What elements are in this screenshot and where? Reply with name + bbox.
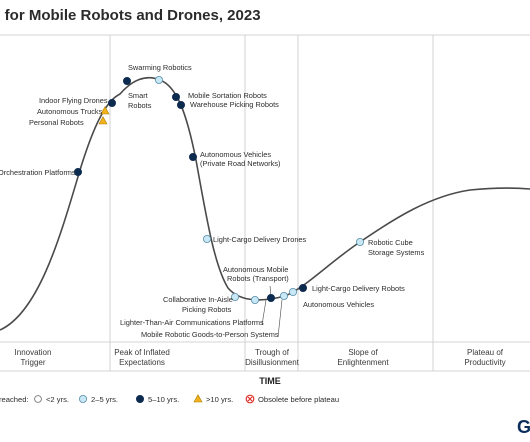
technology-marker xyxy=(171,93,180,102)
technology-label: Collaborative In-Aisle xyxy=(163,295,233,304)
legend-prefix: reached: xyxy=(0,395,29,404)
technology-marker xyxy=(176,101,185,110)
technology-label: Light-Cargo Delivery Robots xyxy=(312,284,405,293)
technology-marker xyxy=(123,77,132,86)
technology-label-line2: Robots (Transport) xyxy=(227,274,289,283)
phase-label: Peak of Inflated xyxy=(114,348,170,357)
legend-swatch xyxy=(193,394,203,403)
technology-label: Warehouse Picking Robots xyxy=(190,100,279,109)
technology-marker xyxy=(74,167,83,176)
technology-marker xyxy=(108,99,117,108)
technology-marker xyxy=(100,106,110,115)
technology-marker xyxy=(230,292,239,301)
technology-label: Orchestration Platforms xyxy=(0,168,76,177)
technology-marker xyxy=(188,152,197,161)
technology-label: Robotic Cube xyxy=(368,238,413,247)
x-axis-label: TIME xyxy=(259,376,281,386)
phase-label: Plateau of xyxy=(467,348,504,357)
legend-swatch xyxy=(135,394,144,403)
phase-label: Enlightenment xyxy=(337,358,389,367)
technology-label: Swarming Robotics xyxy=(128,63,192,72)
technology-marker xyxy=(202,234,211,243)
legend-swatch xyxy=(79,394,88,403)
phase-label: Productivity xyxy=(464,358,505,367)
technology-markers xyxy=(74,76,364,304)
technology-label: Autonomous Mobile xyxy=(223,265,288,274)
technology-labels: Orchestration Platforms Indoor Flying Dro… xyxy=(0,63,425,339)
legend-label: 5–10 yrs. xyxy=(148,395,179,404)
technology-marker xyxy=(298,283,307,292)
technology-label: Smart xyxy=(128,91,148,100)
technology-marker xyxy=(266,293,275,302)
phase-label: Slope of xyxy=(348,348,378,357)
technology-marker xyxy=(98,116,108,125)
technology-label: Indoor Flying Drones xyxy=(39,96,108,105)
hype-curve xyxy=(0,76,530,331)
legend-label: Obsolete before plateau xyxy=(258,395,339,404)
technology-label: Autonomous Vehicles xyxy=(303,300,374,309)
legend-swatch-cross xyxy=(247,396,253,402)
technology-marker xyxy=(154,76,163,85)
phase-dividers xyxy=(0,34,530,372)
legend-swatch xyxy=(34,395,42,403)
phase-label: Disillusionment xyxy=(245,358,300,367)
phase-label: Innovation xyxy=(15,348,52,357)
technology-label: Autonomous Vehicles xyxy=(200,150,271,159)
technology-label: Personal Robots xyxy=(29,118,84,127)
phase-label: Trough of xyxy=(255,348,290,357)
technology-label-line2: Robots xyxy=(128,101,152,110)
technology-marker xyxy=(355,237,364,246)
phase-label: Expectations xyxy=(119,358,165,367)
technology-label: Autonomous Trucks xyxy=(37,107,103,116)
leader-line xyxy=(277,299,283,338)
leader-line xyxy=(261,299,267,326)
technology-label-line2: Picking Robots xyxy=(182,305,232,314)
technology-label-line2: (Private Road Networks) xyxy=(200,159,281,168)
technology-marker xyxy=(279,291,288,300)
legend: reached: <2 yrs. 2–5 yrs. 5–10 yrs. >10 yrs.… xyxy=(0,394,339,404)
technology-label: Lighter-Than-Air Communications Platform… xyxy=(120,318,264,327)
brand-mark: G xyxy=(517,417,530,437)
technology-marker xyxy=(250,295,259,304)
technology-label: Light-Cargo Delivery Drones xyxy=(213,235,307,244)
chart-title: le for Mobile Robots and Drones, 2023 xyxy=(0,7,261,24)
legend-label: 2–5 yrs. xyxy=(91,395,118,404)
technology-marker xyxy=(288,287,297,296)
technology-label: Mobile Sortation Robots xyxy=(188,91,267,100)
legend-label: >10 yrs. xyxy=(206,395,233,404)
phase-label: Trigger xyxy=(20,358,45,367)
technology-label-line2: Storage Systems xyxy=(368,248,425,257)
legend-label: <2 yrs. xyxy=(46,395,69,404)
technology-label: Mobile Robotic Goods-to-Person Systems xyxy=(141,330,279,339)
